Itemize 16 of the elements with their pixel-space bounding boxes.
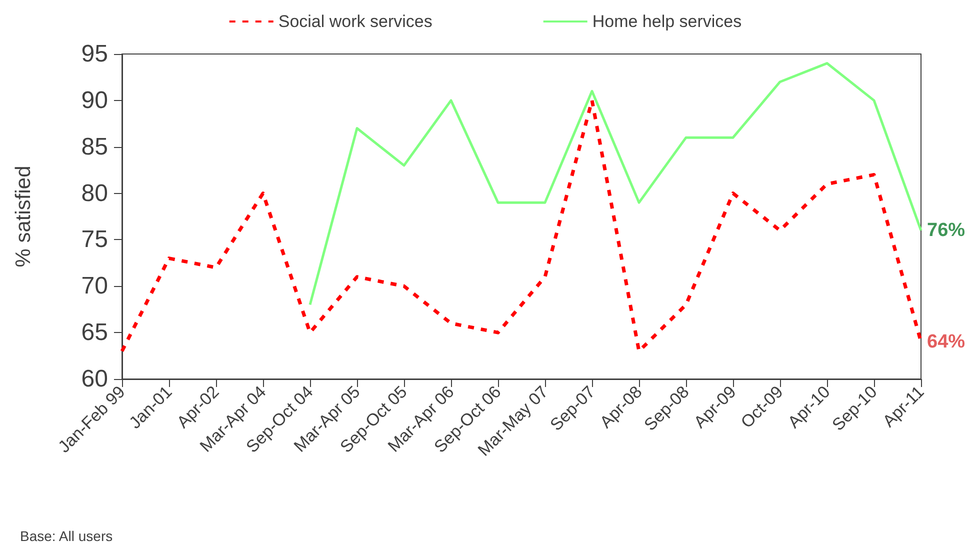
legend-label: Home help services	[592, 12, 742, 31]
line-series	[120, 98, 923, 353]
legend-label: Social work services	[278, 12, 432, 31]
line-series	[308, 62, 922, 306]
data-label: 76%	[927, 220, 966, 241]
data-label: 64%	[927, 331, 966, 352]
y-tick-label: 65	[81, 319, 108, 346]
y-tick-label: 85	[81, 133, 108, 160]
y-tick-label: 60	[81, 366, 108, 392]
y-tick-label: 70	[81, 272, 108, 300]
y-tick-label: 75	[81, 226, 108, 254]
y-axis-title: % satisfied	[12, 166, 35, 268]
text: Base: All users	[20, 528, 113, 544]
y-tick-label: 80	[81, 180, 108, 207]
y-tick-label: 95	[81, 40, 108, 68]
y-tick-label: 90	[81, 86, 108, 114]
